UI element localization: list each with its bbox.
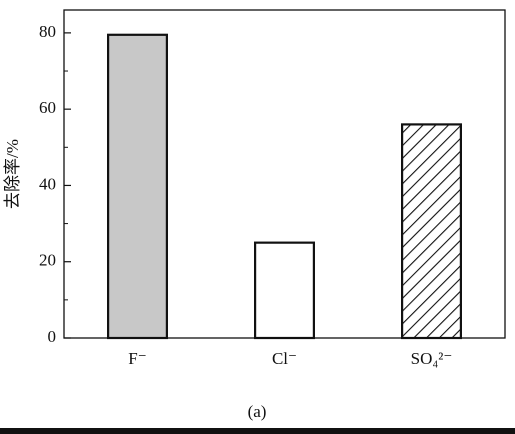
y-tick-label: 0 <box>48 327 57 346</box>
x-tick-label: SO₄²⁻ <box>411 349 453 368</box>
x-tick-label: Cl⁻ <box>272 349 297 368</box>
bar <box>106 33 168 340</box>
y-tick-label: 60 <box>39 98 56 117</box>
y-tick-label: 80 <box>39 22 56 41</box>
bottom-rule <box>0 428 515 434</box>
caption: (a) <box>248 402 267 421</box>
bar <box>401 123 463 340</box>
y-tick-label: 20 <box>39 251 56 270</box>
bar <box>254 241 316 340</box>
x-tick-label: F⁻ <box>128 349 146 368</box>
plot-frame <box>63 9 506 339</box>
y-tick-label: 40 <box>39 174 56 193</box>
y-axis-label: 去除率/% <box>3 139 22 209</box>
